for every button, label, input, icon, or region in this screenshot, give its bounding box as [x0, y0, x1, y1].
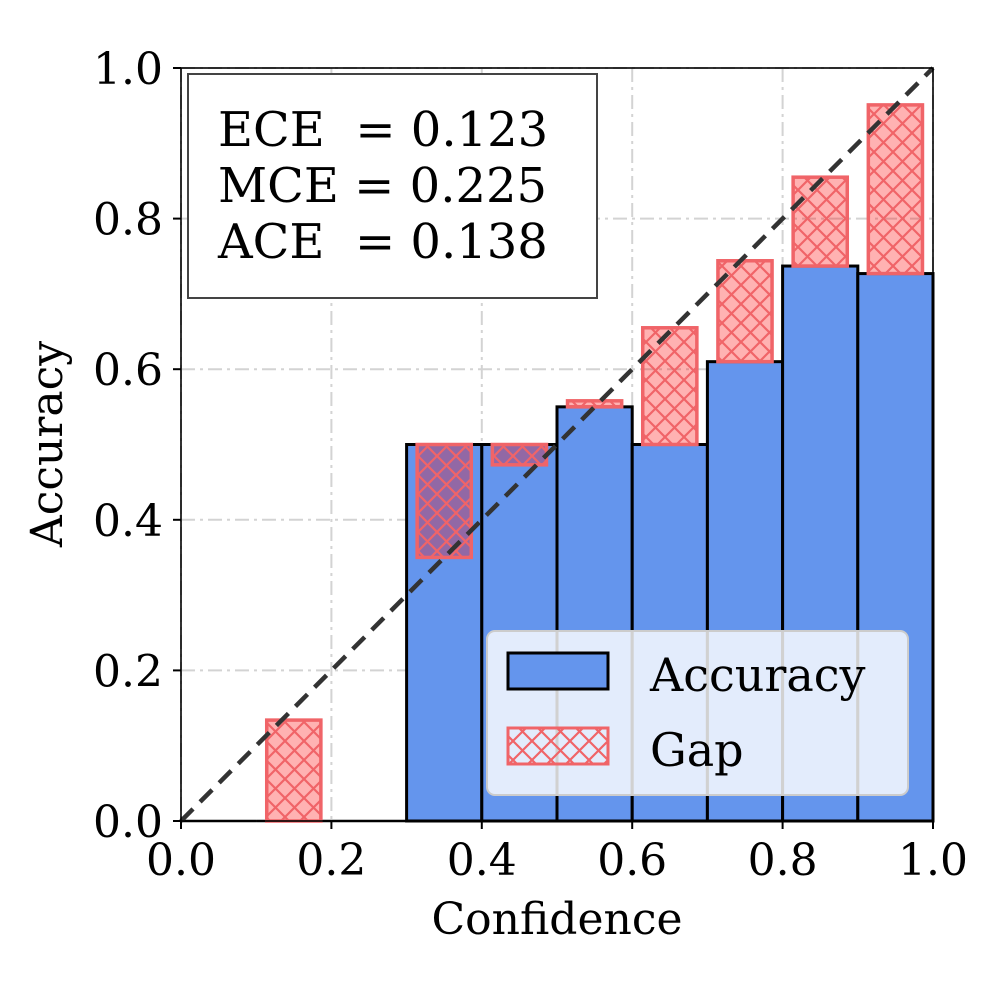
gap-bar-hatch-1 [415, 442, 474, 560]
gap-bar-hatch-3 [565, 399, 624, 409]
y-tick-label-0: 0.0 [93, 797, 163, 848]
gap-bar-hatch-4 [640, 326, 699, 447]
legend-swatch-gap [506, 726, 610, 766]
legend-label-gap: Gap [650, 723, 744, 777]
gap-bar-3 [565, 399, 624, 409]
axis-ticks: 0.0 0.2 0.4 0.6 0.8 1.0 0.0 0.2 0.4 0.6 0.8 1.0 [93, 44, 968, 886]
gap-bars [264, 103, 925, 823]
perfect-calibration-line [179, 66, 935, 823]
x-tick-label-5: 1.0 [898, 835, 968, 886]
gap-bar-6 [791, 175, 850, 268]
y-tick-label-1: 0.2 [93, 646, 163, 697]
x-tick-label-4: 0.8 [748, 835, 818, 886]
x-tick-label-2: 0.4 [447, 835, 517, 886]
metrics-box: ECE = 0.123 MCE = 0.225 ACE = 0.138 [187, 73, 598, 299]
legend-swatch-accuracy [506, 651, 610, 691]
gap-bar-hatch-0 [264, 718, 323, 823]
x-tick-label-3: 0.6 [597, 835, 667, 886]
metrics-box-frame [187, 73, 598, 299]
gap-bar-hatch-5 [716, 259, 774, 364]
y-tick-label-5: 1.0 [93, 44, 163, 95]
y-tick-label-2: 0.4 [93, 496, 163, 547]
ece-metric: ECE = 0.123 [218, 102, 548, 158]
plot-frame [180, 67, 934, 822]
gap-bar-hatch-2 [490, 442, 549, 467]
gap-bar-hatch-7 [866, 103, 925, 276]
gap-bar-2 [490, 442, 549, 467]
legend-label-accuracy: Accuracy [649, 648, 866, 702]
gap-bar-5 [716, 259, 774, 364]
ace-metric: ACE = 0.138 [217, 214, 548, 270]
x-tick-label-1: 0.2 [296, 835, 366, 886]
y-tick-label-4: 0.8 [93, 195, 163, 246]
gap-bar-4 [640, 326, 699, 447]
mce-metric: MCE = 0.225 [218, 158, 547, 214]
y-tick-label-3: 0.6 [93, 345, 163, 396]
gap-bar-1 [415, 442, 474, 560]
gap-bar-hatch-6 [791, 175, 850, 268]
x-axis-label: Confidence [431, 894, 682, 945]
gap-bar-7 [866, 103, 925, 276]
gap-bar-0 [264, 718, 323, 823]
y-axis-label: Accuracy [22, 341, 73, 548]
x-tick-label-0: 0.0 [146, 835, 216, 886]
legend: Accuracy Gap [486, 630, 909, 796]
